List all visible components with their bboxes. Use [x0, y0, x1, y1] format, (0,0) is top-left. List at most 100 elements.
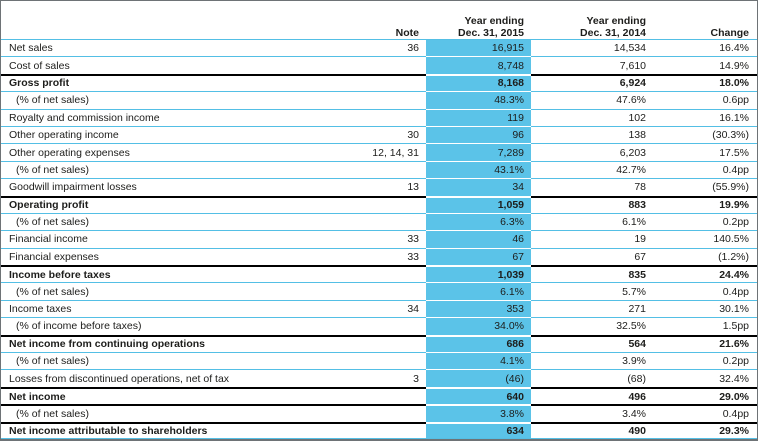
table-row: Net income from continuing operations 68…	[1, 334, 757, 353]
row-value-2015: 353	[426, 299, 531, 318]
row-label: Other operating expenses	[1, 143, 336, 160]
row-value-2014: 564	[531, 334, 653, 352]
row-note	[336, 73, 426, 91]
row-label: Goodwill impairment losses	[1, 178, 336, 195]
header-year-2014: Year ending Dec. 31, 2014	[531, 1, 653, 39]
row-value-2015: 119	[426, 108, 531, 126]
row-value-2015: 6.3%	[426, 212, 531, 231]
row-change: 18.0%	[653, 73, 757, 91]
table-row: Gross profit 8,168 6,924 18.0%	[1, 73, 757, 92]
row-note: 30	[336, 125, 426, 143]
table-row: Financial income 33 46 19 140.5%	[1, 230, 757, 248]
row-value-2015: 34.0%	[426, 317, 531, 335]
table-row: (% of income before taxes) 34.0% 32.5% 1…	[1, 317, 757, 335]
row-label: Other operating income	[1, 125, 336, 143]
row-label: (% of net sales)	[1, 91, 336, 108]
header-year-2015-line2: Dec. 31, 2015	[458, 27, 524, 39]
row-value-2014: 42.7%	[531, 160, 653, 178]
table-body: Net sales 36 16,915 14,534 16.4% Cost of…	[1, 39, 757, 439]
row-value-2014: 835	[531, 265, 653, 282]
table-row: Cost of sales 8,748 7,610 14.9%	[1, 56, 757, 74]
table-row: Other operating income 30 96 138 (30.3%)	[1, 125, 757, 144]
row-note	[336, 195, 426, 213]
row-value-2015: 16,915	[426, 39, 531, 57]
table-row: Goodwill impairment losses 13 34 78 (55.…	[1, 178, 757, 196]
row-value-2015: 634	[426, 421, 531, 439]
row-note	[336, 108, 426, 126]
row-note	[336, 404, 426, 421]
row-label: (% of net sales)	[1, 282, 336, 299]
row-value-2014: (68)	[531, 369, 653, 386]
row-change: 0.2pp	[653, 212, 757, 230]
row-value-2015: 46	[426, 230, 531, 248]
row-label: Cost of sales	[1, 56, 336, 73]
row-change: (55.9%)	[653, 178, 757, 195]
row-value-2014: 67	[531, 247, 653, 265]
row-note: 13	[336, 178, 426, 195]
header-label	[1, 1, 336, 39]
row-value-2014: 271	[531, 299, 653, 317]
row-value-2015: 640	[426, 386, 531, 405]
table-row: Financial expenses 33 67 67 (1.2%)	[1, 247, 757, 266]
header-year-2014-line2: Dec. 31, 2014	[580, 27, 646, 39]
row-change: 140.5%	[653, 230, 757, 247]
row-label: (% of income before taxes)	[1, 317, 336, 334]
row-note: 12, 14, 31	[336, 143, 426, 160]
header-change: Change	[653, 1, 757, 39]
row-note: 33	[336, 230, 426, 247]
row-value-2014: 6,203	[531, 143, 653, 160]
row-label: (% of net sales)	[1, 160, 336, 178]
row-label: Gross profit	[1, 73, 336, 91]
row-value-2015: 34	[426, 178, 531, 196]
row-label: Financial expenses	[1, 247, 336, 265]
row-note	[336, 265, 426, 282]
row-label: Net sales	[1, 39, 336, 56]
row-value-2014: 19	[531, 230, 653, 247]
row-note	[336, 421, 426, 439]
row-note	[336, 282, 426, 299]
row-change: 32.4%	[653, 369, 757, 386]
table-row: (% of net sales) 6.3% 6.1% 0.2pp	[1, 212, 757, 231]
row-label: Net income from continuing operations	[1, 334, 336, 352]
row-note	[336, 334, 426, 352]
table-row: (% of net sales) 43.1% 42.7% 0.4pp	[1, 160, 757, 179]
row-change: 29.0%	[653, 386, 757, 404]
row-change: 1.5pp	[653, 317, 757, 334]
row-value-2015: 1,059	[426, 195, 531, 213]
row-value-2014: 496	[531, 386, 653, 404]
row-value-2014: 6,924	[531, 73, 653, 91]
row-change: 19.9%	[653, 195, 757, 213]
row-value-2015: 3.8%	[426, 404, 531, 422]
row-change: 24.4%	[653, 265, 757, 282]
row-note: 34	[336, 299, 426, 317]
table-row: Other operating expenses 12, 14, 31 7,28…	[1, 143, 757, 161]
row-value-2014: 3.4%	[531, 404, 653, 421]
row-value-2015: 6.1%	[426, 282, 531, 300]
row-value-2015: 4.1%	[426, 352, 531, 370]
row-label: (% of net sales)	[1, 212, 336, 230]
table-row: (% of net sales) 3.8% 3.4% 0.4pp	[1, 404, 757, 422]
row-value-2014: 5.7%	[531, 282, 653, 299]
header-year-2015: Year ending Dec. 31, 2015	[426, 1, 531, 39]
row-change: 29.3%	[653, 421, 757, 439]
row-change: 16.4%	[653, 39, 757, 56]
row-change: 17.5%	[653, 143, 757, 160]
row-label: Income before taxes	[1, 265, 336, 282]
row-value-2015: 7,289	[426, 143, 531, 161]
row-change: 0.2pp	[653, 352, 757, 369]
row-value-2014: 32.5%	[531, 317, 653, 334]
row-value-2015: 96	[426, 125, 531, 144]
row-value-2014: 47.6%	[531, 91, 653, 108]
row-value-2014: 883	[531, 195, 653, 213]
row-label: Operating profit	[1, 195, 336, 213]
row-value-2015: 686	[426, 334, 531, 353]
row-change: (1.2%)	[653, 247, 757, 265]
table-row: (% of net sales) 4.1% 3.9% 0.2pp	[1, 352, 757, 370]
row-value-2014: 14,534	[531, 39, 653, 56]
table-row: Net sales 36 16,915 14,534 16.4%	[1, 39, 757, 57]
row-value-2014: 138	[531, 125, 653, 143]
table-row: (% of net sales) 6.1% 5.7% 0.4pp	[1, 282, 757, 300]
row-value-2014: 3.9%	[531, 352, 653, 369]
row-change: 0.6pp	[653, 91, 757, 108]
